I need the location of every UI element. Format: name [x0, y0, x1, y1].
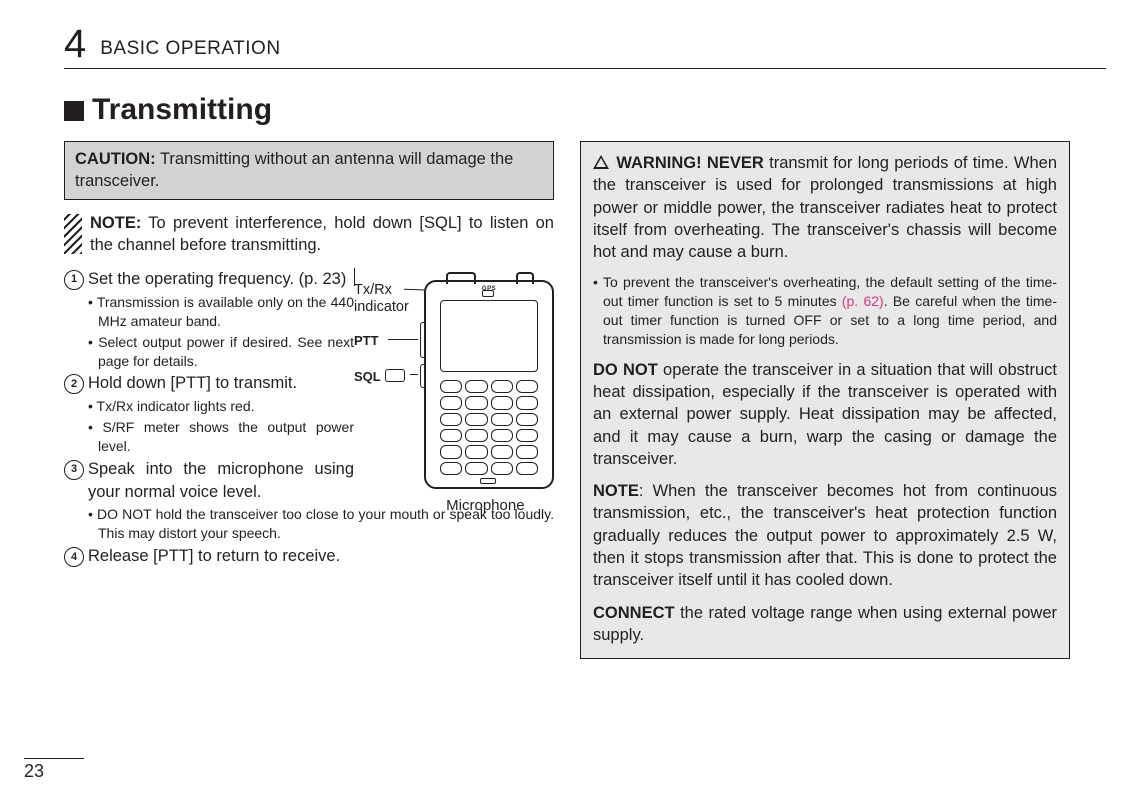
mic-hole-icon — [480, 478, 496, 484]
step-1-number: 1 — [64, 270, 84, 290]
warning-p1: WARNING! NEVER transmit for long periods… — [593, 152, 1057, 263]
step-3-number: 3 — [64, 460, 84, 480]
label-ptt: PTT — [354, 332, 379, 350]
leader-ptt — [388, 339, 418, 340]
warning-p2: DO NOT operate the transceiver in a situ… — [593, 359, 1057, 470]
warning-p4-label: CONNECT — [593, 604, 675, 622]
warning-p2-text: operate the transceiver in a situation t… — [593, 361, 1057, 468]
sql-side-button-icon — [420, 364, 426, 388]
hatch-icon — [64, 214, 82, 254]
note-text: To prevent interference, hold down [SQL]… — [90, 214, 554, 254]
content-columns: CAUTION: Transmitting without an antenna… — [64, 141, 1106, 659]
label-sql-text: SQL — [354, 369, 381, 384]
label-microphone: Microphone — [446, 496, 524, 517]
right-column: WARNING! NEVER transmit for long periods… — [580, 141, 1070, 659]
page-number: 23 — [24, 758, 84, 782]
ptt-button-icon — [420, 322, 426, 358]
warning-bullet-link: (p. 62) — [842, 293, 884, 309]
section-marker-icon — [64, 101, 84, 121]
step-2-number: 2 — [64, 374, 84, 394]
antenna-icon — [516, 272, 534, 284]
warning-p2-label: DO NOT — [593, 361, 658, 379]
note-label: NOTE: — [90, 214, 141, 232]
section-title: Transmitting — [64, 93, 1106, 127]
warning-p3-text: : When the transceiver becomes hot from … — [593, 482, 1057, 589]
section-title-text: Transmitting — [92, 93, 272, 126]
chapter-header: 4 BASIC OPERATION — [64, 24, 1106, 64]
steps-body: 1 Set the operating frequency. (p. 23) T… — [64, 268, 554, 568]
left-column: CAUTION: Transmitting without an antenna… — [64, 141, 554, 659]
caution-box: CAUTION: Transmitting without an antenna… — [64, 141, 554, 200]
step-4: 4 Release [PTT] to return to receive. — [64, 545, 554, 568]
warning-p3-label: NOTE — [593, 482, 639, 500]
keypad-icon — [440, 380, 538, 475]
warning-bullet: To prevent the transceiver's overheating… — [593, 273, 1057, 349]
sql-button-icon — [385, 369, 405, 382]
warning-p4: CONNECT the rated voltage range when usi… — [593, 602, 1057, 647]
warning-p3: NOTE: When the transceiver becomes hot f… — [593, 480, 1057, 591]
label-sql: SQL — [354, 368, 405, 386]
device-diagram: Tx/Rx indicator PTT SQL GPS — [354, 268, 554, 513]
leader-sql — [410, 374, 418, 375]
label-txrx-line1: Tx/Rx — [354, 282, 392, 298]
chapter-title: BASIC OPERATION — [100, 38, 280, 64]
caution-label: CAUTION: — [75, 150, 156, 168]
label-txrx: Tx/Rx indicator — [354, 282, 409, 315]
knob-icon — [446, 272, 476, 284]
step-4-number: 4 — [64, 547, 84, 567]
transceiver-icon: GPS — [424, 280, 554, 489]
screen-icon — [440, 300, 538, 372]
led-icon — [482, 290, 494, 297]
label-txrx-line2: indicator — [354, 299, 409, 315]
step-4-text: Release [PTT] to return to receive. — [88, 545, 554, 568]
page: 4 BASIC OPERATION Transmitting CAUTION: … — [0, 0, 1146, 804]
note-text-wrap: NOTE: To prevent interference, hold down… — [90, 212, 554, 257]
warning-triangle-icon — [593, 155, 609, 169]
header-rule — [64, 68, 1106, 69]
note-row: NOTE: To prevent interference, hold down… — [64, 212, 554, 257]
warning-head-label: WARNING! NEVER — [616, 154, 763, 172]
chapter-number: 4 — [64, 24, 86, 64]
warning-box: WARNING! NEVER transmit for long periods… — [580, 141, 1070, 659]
